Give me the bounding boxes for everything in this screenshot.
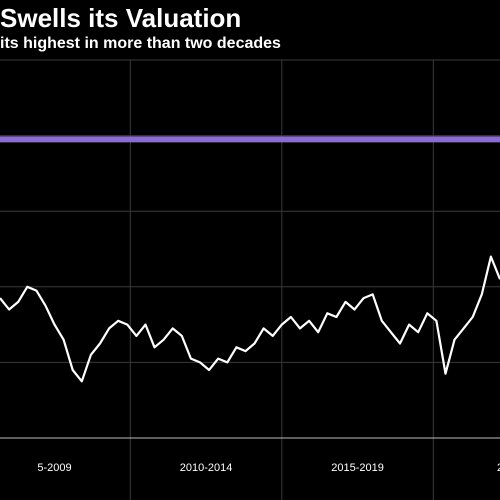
x-tick-label-2: 2015-2019 (331, 462, 384, 474)
chart-title: Swells its Valuation (0, 3, 242, 33)
x-tick-label-1: 2010-2014 (180, 462, 233, 474)
x-tick-label-3: 2 (497, 462, 500, 474)
x-tick-label-0: 5-2009 (37, 462, 71, 474)
series-line (0, 255, 500, 383)
chart-subtitle: its highest in more than two decades (0, 35, 281, 52)
